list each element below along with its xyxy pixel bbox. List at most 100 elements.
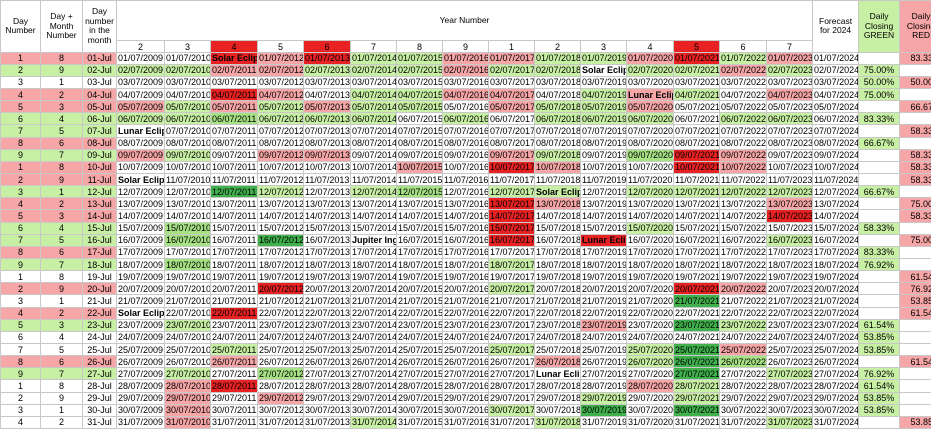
red-percent-cell: 58.33% <box>899 160 931 175</box>
date-cell: 19/07/2023 <box>765 270 814 284</box>
date-cell: 17/07/2023 <box>765 245 814 259</box>
date-cell: 10/07/2022 <box>719 160 767 175</box>
header-row: Day Number Day + Month Number Day number… <box>0 0 931 53</box>
date-cell: 03/07/2015 <box>396 75 443 90</box>
table-row: 9 7 27-Jul 27/07/2009 27/07/2010 27/07/2011 27… <box>0 367 931 381</box>
date-cell: 16/07/2020 <box>626 233 674 247</box>
day-month-number-cell: 4 <box>40 330 83 344</box>
date-cell: 19/07/2013 <box>303 270 351 284</box>
date-cell: 03/07/2010 <box>164 75 211 90</box>
date-cell: Solar Eclips <box>534 185 581 199</box>
date-cell: 29/07/2020 <box>626 391 674 405</box>
day-number-cell: 7 <box>0 342 41 357</box>
date-cell: 29/07/2023 <box>765 391 814 405</box>
date-cell: 08/07/2019 <box>580 136 627 150</box>
date-cell: 06/07/2017 <box>488 112 535 126</box>
date-cell: 04/07/2010 <box>164 88 211 102</box>
day-cell: 11-Jul <box>82 172 117 187</box>
date-cell: 28/07/2012 <box>257 379 304 393</box>
forecast-cell: 05/07/2024 <box>812 100 860 114</box>
date-cell: 05/07/2015 <box>396 100 443 114</box>
date-cell: 03/07/2011 <box>210 75 258 90</box>
green-header: Daily Closing GREEN <box>858 0 901 53</box>
table-row: 5 3 05-Jul 05/07/2009 05/07/2010 05/07/2011 05… <box>0 100 931 114</box>
day-month-number-cell: 5 <box>40 233 83 247</box>
date-cell: 02/07/2020 <box>626 63 674 77</box>
date-cell: 22/07/2012 <box>257 306 304 320</box>
date-cell: 02/07/2022 <box>719 63 767 77</box>
table-row: 9 7 18-Jul 18/07/2009 18/07/2010 18/07/2011 18… <box>0 257 931 272</box>
red-percent-cell <box>899 379 931 393</box>
date-cell: 20/07/2009 <box>116 282 165 296</box>
date-cell: 05/07/2013 <box>303 100 351 114</box>
date-cell: 05/07/2014 <box>350 100 397 114</box>
date-cell: 26/07/2016 <box>442 355 489 369</box>
day-number-cell: 2 <box>0 282 41 296</box>
date-cell: 07/07/2023 <box>765 124 814 138</box>
date-cell: 22/07/2010 <box>164 306 211 320</box>
date-cell: 23/07/2018 <box>534 318 581 332</box>
date-cell: 17/07/2010 <box>164 245 211 259</box>
date-cell: 07/07/2021 <box>673 124 720 138</box>
date-cell: 26/07/2011 <box>210 355 258 369</box>
date-cell: 10/07/2019 <box>580 160 627 175</box>
date-cell: 14/07/2019 <box>580 209 627 223</box>
green-percent-cell: 83.33% <box>858 112 901 126</box>
date-cell: 10/07/2021 <box>673 160 720 175</box>
date-cell: 03/07/2017 <box>488 75 535 90</box>
date-cell: 19/07/2016 <box>442 270 489 284</box>
day-month-number-cell: 2 <box>40 306 83 320</box>
date-cell: 31/07/2021 <box>673 415 720 429</box>
date-cell: 17/07/2016 <box>442 245 489 259</box>
date-cell: 14/07/2011 <box>210 209 258 223</box>
date-cell: 25/07/2019 <box>580 342 627 357</box>
date-cell: 11/07/2014 <box>350 172 397 187</box>
date-cell: 30/07/2022 <box>719 403 767 417</box>
date-cell: 10/07/2014 <box>350 160 397 175</box>
date-cell: 06/07/2023 <box>765 112 814 126</box>
day-cell: 16-Jul <box>82 233 117 247</box>
date-cell: 06/07/2013 <box>303 112 351 126</box>
date-cell: 18/07/2019 <box>580 257 627 272</box>
date-cell: 19/07/2011 <box>210 270 258 284</box>
day-cell: 12-Jul <box>82 185 117 199</box>
date-cell: 15/07/2021 <box>673 221 720 235</box>
date-cell: 13/07/2009 <box>116 197 165 211</box>
date-cell: Jupiter Ingr <box>350 233 397 247</box>
day-cell: 27-Jul <box>82 367 117 381</box>
date-cell: 30/07/2013 <box>303 403 351 417</box>
date-cell: 30/07/2009 <box>116 403 165 417</box>
green-percent-cell: 53.85% <box>858 342 901 357</box>
date-cell: 22/07/2018 <box>534 306 581 320</box>
date-cell: 14/07/2014 <box>350 209 397 223</box>
date-cell: 06/07/2014 <box>350 112 397 126</box>
green-percent-cell: 66.67% <box>858 185 901 199</box>
date-cell: 30/07/2021 <box>673 403 720 417</box>
date-cell: 25/07/2021 <box>673 342 720 357</box>
date-cell: 14/07/2021 <box>673 209 720 223</box>
date-cell: 04/07/2017 <box>488 88 535 102</box>
date-cell: 01/07/2010 <box>164 51 211 65</box>
date-cell: 10/07/2016 <box>442 160 489 175</box>
date-cell: 29/07/2010 <box>164 391 211 405</box>
red-percent-cell: 53.85% <box>899 294 931 308</box>
day-number-cell: 5 <box>0 100 41 114</box>
day-cell: 20-Jul <box>82 282 117 296</box>
day-number-cell: 6 <box>0 112 41 126</box>
date-cell: 08/07/2010 <box>164 136 211 150</box>
date-cell: 31/07/2016 <box>442 415 489 429</box>
day-month-number-cell: 1 <box>40 294 83 308</box>
date-cell: 15/07/2022 <box>719 221 767 235</box>
red-percent-cell: 75.00% <box>899 233 931 247</box>
day-month-number-cell: 4 <box>40 221 83 235</box>
date-cell: Solar Eclipse <box>116 306 165 320</box>
day-month-number-cell: 8 <box>40 270 83 284</box>
date-cell: 05/07/2016 <box>442 100 489 114</box>
date-cell: 27/07/2009 <box>116 367 165 381</box>
date-cell: 19/07/2020 <box>626 270 674 284</box>
date-cell: 18/07/2017 <box>488 257 535 272</box>
date-cell: 30/07/2010 <box>164 403 211 417</box>
forecast-cell: 17/07/2024 <box>812 245 860 259</box>
day-number-cell: 3 <box>0 294 41 308</box>
